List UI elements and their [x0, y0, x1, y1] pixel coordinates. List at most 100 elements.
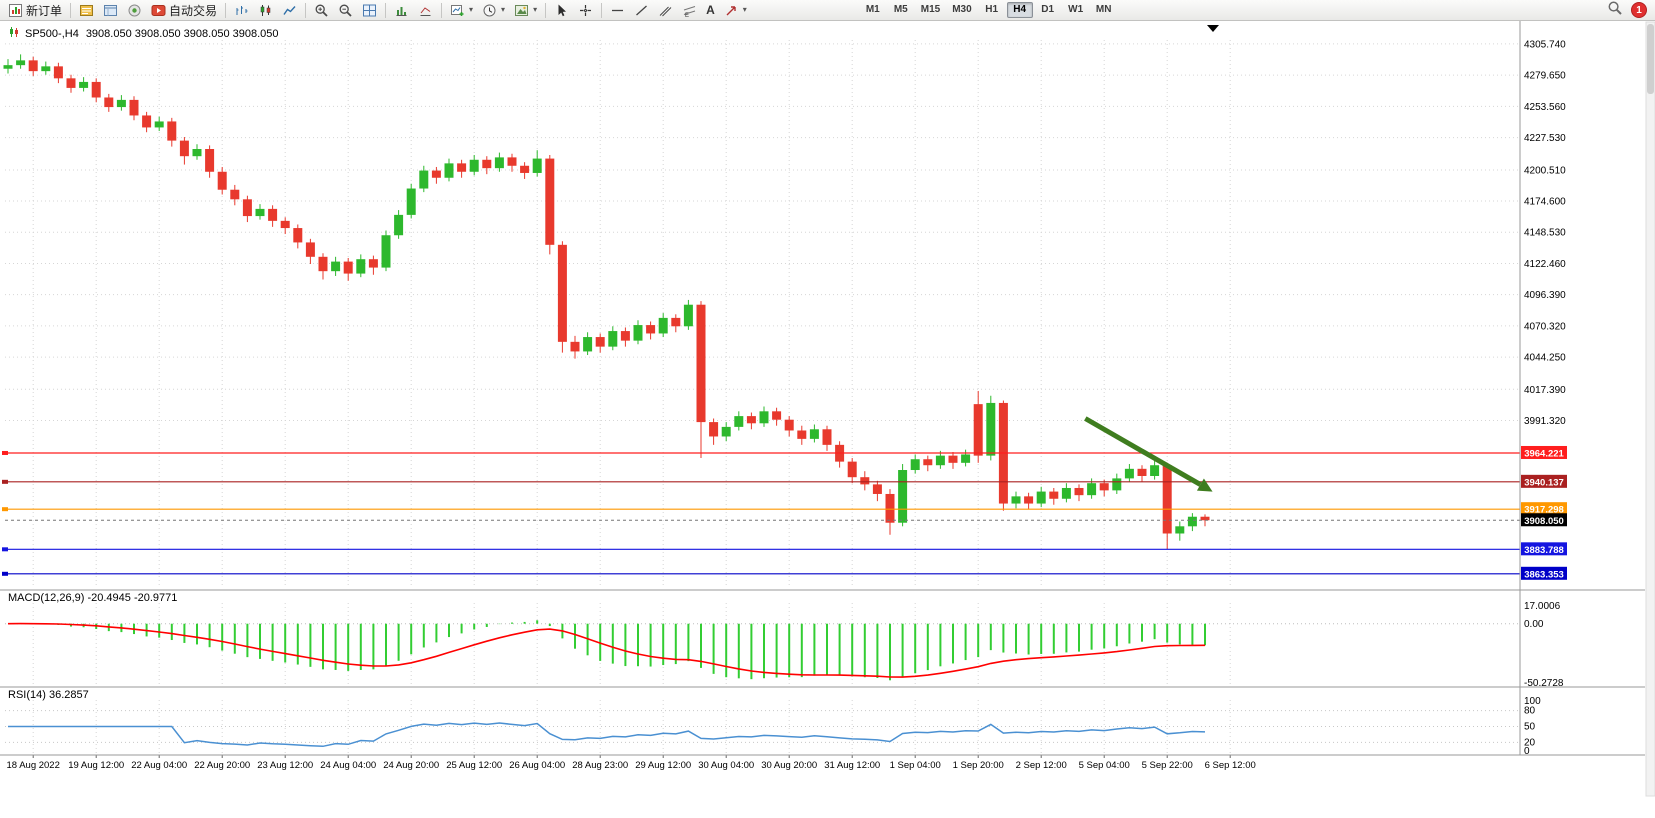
template-icon — [514, 3, 529, 18]
rsi-line — [8, 722, 1206, 748]
tile-windows-button[interactable] — [358, 0, 381, 20]
search-icon[interactable] — [1607, 0, 1623, 21]
channel-tool-button[interactable] — [654, 0, 677, 20]
level-handle[interactable] — [2, 571, 8, 576]
vertical-scrollbar-thumb[interactable] — [1647, 24, 1654, 94]
macd-signal-line — [7, 622, 1206, 678]
candle-body — [961, 454, 971, 463]
timeframe-d1[interactable]: D1 — [1041, 4, 1055, 15]
timeframe-m30[interactable]: M30 — [952, 4, 972, 15]
candle-body — [293, 228, 303, 243]
chart-shift-marker[interactable] — [1207, 25, 1219, 32]
bar-chart-type-button[interactable] — [230, 0, 253, 20]
candle-body — [696, 304, 706, 423]
toolbar-separator — [385, 2, 387, 18]
new-order-button[interactable]: 新订单 — [4, 0, 66, 20]
candle-body — [809, 429, 819, 439]
candle-body — [242, 199, 252, 217]
date-label: 29 Aug 12:00 — [635, 760, 691, 771]
level-handle[interactable] — [2, 507, 8, 512]
timeframe-mn[interactable]: MN — [1095, 4, 1112, 15]
cursor-icon — [554, 3, 569, 18]
candle-body — [570, 341, 580, 352]
candle-body — [79, 81, 89, 88]
price-axis-label: 4253.560 — [1524, 102, 1566, 113]
market-watch-icon — [79, 3, 94, 18]
template-button[interactable]: ▾ — [510, 0, 541, 20]
hline-tool-button[interactable] — [606, 0, 629, 20]
toolbar-separator — [545, 2, 547, 18]
autotrade-button[interactable]: 自动交易 — [147, 0, 221, 20]
zoom-out-button[interactable] — [334, 0, 357, 20]
navigator-button[interactable] — [123, 0, 146, 20]
new-chart-button[interactable]: ▾ — [446, 0, 477, 20]
price-axis-label: 4227.530 — [1524, 133, 1566, 144]
crosshair-tool-button[interactable] — [574, 0, 597, 20]
timeframe-h4[interactable]: H4 — [1006, 2, 1033, 18]
candle-body — [898, 470, 908, 523]
notification-badge[interactable]: 1 — [1631, 2, 1647, 18]
candle-body — [255, 208, 265, 217]
candle-body — [583, 337, 593, 352]
candle-body — [104, 97, 114, 108]
cursor-tool-button[interactable] — [550, 0, 573, 20]
candle-body — [847, 461, 857, 478]
toolbar-separator — [441, 2, 443, 18]
chevron-down-icon: ▾ — [533, 5, 538, 14]
candle-body — [457, 163, 467, 172]
candle-body — [91, 81, 101, 98]
candle-body — [1036, 491, 1046, 504]
timeframe-m15[interactable]: M15 — [920, 4, 941, 15]
line-chart-type-button[interactable] — [278, 0, 301, 20]
indicators-list-button[interactable] — [390, 0, 413, 20]
period-button[interactable]: ▾ — [478, 0, 509, 20]
candle-body — [1200, 516, 1210, 521]
price-level-badge — [1521, 566, 1567, 580]
zoom-in-button[interactable] — [310, 0, 333, 20]
candle-body — [973, 404, 983, 456]
candle-chart-type-button[interactable] — [254, 0, 277, 20]
toolbar-separator — [225, 2, 227, 18]
date-label: 18 Aug 2022 — [7, 760, 60, 771]
market-watch-button[interactable] — [75, 0, 98, 20]
objects-list-button[interactable] — [414, 0, 437, 20]
date-label: 24 Aug 04:00 — [320, 760, 376, 771]
timeframe-w1[interactable]: W1 — [1068, 4, 1084, 15]
candle-body — [179, 140, 189, 157]
toolbar: 新订单 自动交易 ▾ ▾ ▾ E A ▾ M1 M5 M15 M30 H1 H4… — [0, 0, 1655, 21]
timeframe-h1[interactable]: H1 — [985, 4, 999, 15]
timeframe-m1[interactable]: M1 — [865, 4, 880, 15]
candle-body — [721, 426, 731, 437]
candle-body — [923, 459, 933, 466]
candle-body — [41, 66, 51, 72]
toolbar-separator — [601, 2, 603, 18]
timeframe-m5[interactable]: M5 — [893, 4, 908, 15]
date-label: 30 Aug 20:00 — [761, 760, 817, 771]
trendline-tool-button[interactable] — [630, 0, 653, 20]
candle-body — [797, 430, 807, 439]
level-handle[interactable] — [2, 547, 8, 552]
candle-body — [419, 170, 429, 189]
vertical-scrollbar-track[interactable] — [1645, 21, 1655, 797]
trend-arrow-head[interactable] — [1196, 478, 1213, 492]
candle-body — [494, 157, 504, 169]
price-axis-label: 4017.390 — [1524, 385, 1566, 396]
candle-body — [520, 165, 530, 173]
price-level-badge — [1521, 542, 1567, 556]
arrows-tool-button[interactable]: ▾ — [720, 0, 751, 20]
trend-arrow-line[interactable] — [1084, 416, 1202, 487]
new-order-label: 新订单 — [26, 3, 63, 18]
line-chart-icon — [282, 3, 297, 18]
date-label: 2 Sep 12:00 — [1016, 760, 1067, 771]
date-label: 26 Aug 04:00 — [509, 760, 565, 771]
text-tool-button[interactable]: A — [702, 0, 719, 20]
candle-body — [746, 416, 756, 424]
level-handle[interactable] — [2, 479, 8, 484]
equidistant-channel-tool-button[interactable]: E — [678, 0, 701, 20]
candle-body — [280, 220, 290, 229]
objects-list-icon — [418, 3, 433, 18]
data-window-button[interactable] — [99, 0, 122, 20]
level-handle[interactable] — [2, 450, 8, 455]
chart-symbol-icon — [8, 26, 20, 41]
